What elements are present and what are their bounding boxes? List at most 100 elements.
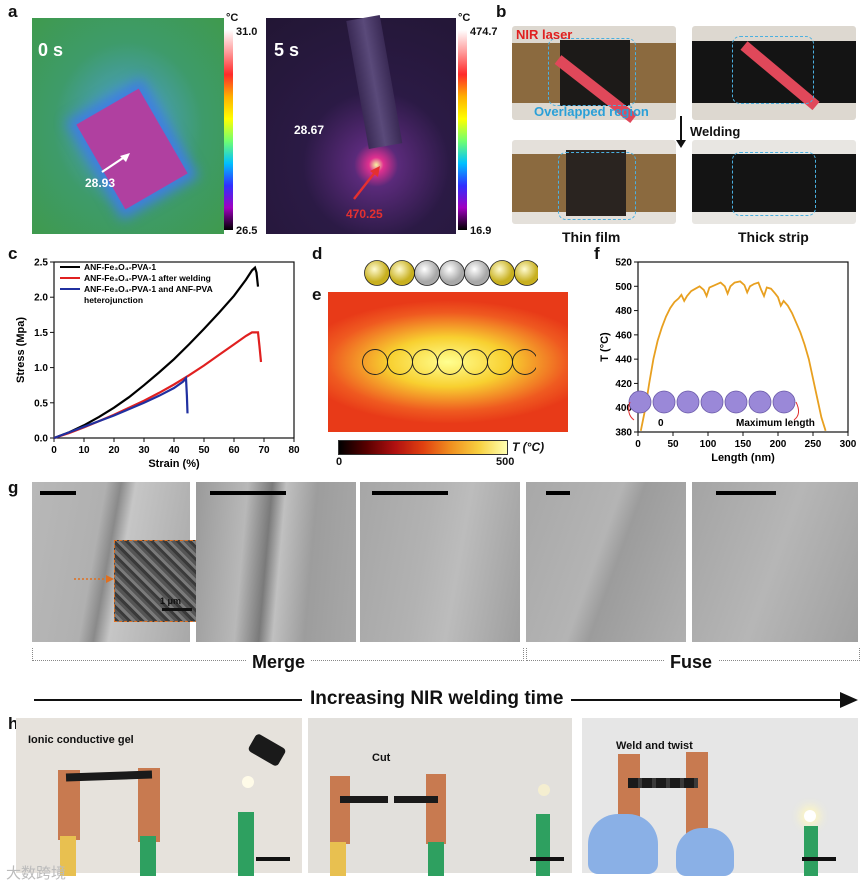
temperature-profile-chart: 0 50 100 150 200 250 3003804004204404604805005… (599, 258, 857, 465)
x-tick-label: 200 (770, 439, 787, 450)
glove (588, 814, 658, 874)
legend-entry: ANF-Fe₃O₄-PVA-1 after welding (84, 273, 211, 283)
series-line (639, 280, 827, 432)
colorbar-min-5s: 16.9 (470, 225, 492, 237)
x-tick-label: 0 (51, 445, 57, 456)
nanoparticle (628, 390, 652, 414)
x-tick-label: 60 (228, 445, 240, 456)
x-tick-label: 20 (108, 445, 120, 456)
photo-welded-twisted-circuit (582, 718, 858, 876)
nanoparticle (676, 390, 700, 414)
arrow-icon (101, 153, 130, 173)
inset-scale-bar (162, 608, 192, 611)
scale-bar-h1 (256, 857, 290, 861)
led-indicator (242, 776, 254, 788)
sem-image-3 (360, 482, 520, 642)
legend-entry: ANF-Fe₃O₄-PVA-1 (84, 262, 156, 272)
panel-label-b: b (496, 2, 507, 21)
nanoparticle (748, 390, 772, 414)
photo-thick-strip-before (692, 26, 856, 120)
ionic-gel-label: Ionic conductive gel (28, 734, 134, 746)
temperature-field-map (328, 292, 568, 432)
scale-bar-5 (716, 491, 776, 495)
x-tick-label: 70 (258, 445, 270, 456)
nanoparticle (724, 390, 748, 414)
x-tick-label: 50 (667, 439, 679, 450)
bracket-start (628, 401, 635, 421)
photo-thin-film-before (512, 26, 676, 123)
stress-strain-chart: 0 10 20 30 40 50 60 70 80 0.0 0.5 1.0 1.5 2.0 2.5 Strai… (15, 258, 300, 471)
merge-label: Merge (246, 652, 312, 673)
led-indicator (538, 784, 550, 796)
x-tick-label: 10 (78, 445, 90, 456)
legend-entry: heterojunction (84, 295, 143, 305)
panel-label-f: f (594, 244, 600, 263)
x-axis-label: Strain (%) (148, 458, 200, 470)
watermark: 大数跨境 (6, 865, 67, 882)
weld-twist-label: Weld and twist (616, 740, 693, 752)
y-tick-label: 1.5 (34, 328, 48, 339)
glove (676, 828, 734, 876)
panel-label-c: c (8, 244, 18, 263)
y-tick-label: 460 (615, 330, 632, 341)
inset-scale-label: 1 μm (160, 596, 182, 606)
bracket-end (793, 401, 800, 421)
scale-bar-h3 (802, 857, 836, 861)
scale-bar-2 (210, 491, 286, 495)
nanoparticle (652, 390, 676, 414)
legend-entry: ANF-Fe₃O₄-PVA-1 and ANF-PVA (84, 284, 213, 294)
x-tick-label: 50 (198, 445, 210, 456)
nanoparticle (772, 390, 796, 414)
increasing-time-label: Increasing NIR welding time (302, 688, 572, 710)
series-line (53, 375, 189, 440)
colorbar-max-5s: 474.7 (470, 26, 498, 38)
scale-bar-4 (546, 491, 570, 495)
temp-reading-0s: 28.93 (85, 176, 116, 190)
sem-image-5 (692, 482, 858, 642)
y-tick-label: 400 (615, 403, 632, 414)
colorbar-5s (458, 30, 467, 230)
photo-thin-film-after (512, 140, 676, 224)
y-axis-label: T (°C) (599, 332, 611, 362)
particle-chain-diagram (364, 260, 538, 286)
sem-image-4 (526, 482, 686, 642)
colorbar-unit-0s: °C (226, 12, 239, 24)
y-tick-label: 440 (615, 355, 632, 366)
field-cbar-max: 500 (496, 456, 515, 468)
dotted-arrow-icon (74, 575, 114, 583)
x-tick-label: 300 (840, 439, 857, 450)
twisted-gel (628, 778, 698, 788)
thick-strip-label: Thick strip (738, 229, 809, 245)
photo-cut-circuit (308, 718, 572, 876)
led-indicator-lit (804, 810, 816, 822)
y-tick-label: 1.0 (34, 363, 48, 374)
right-arrow-icon (840, 692, 858, 708)
field-cbar-min: 0 (336, 456, 343, 468)
laser-probe (346, 15, 403, 149)
x-axis-label: Length (nm) (711, 452, 775, 464)
x-tick-label: 100 (700, 439, 717, 450)
x-tick-label: 250 (805, 439, 822, 450)
y-tick-label: 2.5 (34, 258, 48, 269)
y-tick-label: 380 (615, 428, 632, 439)
series-line (53, 265, 260, 440)
arrow-icon (353, 166, 380, 200)
inset-end-label: Maximum length (736, 418, 815, 429)
temp-reading-5s-hot: 470.25 (346, 207, 383, 221)
x-tick-label: 40 (168, 445, 180, 456)
scale-bar-h2 (530, 857, 564, 861)
time-label-5s: 5 s (274, 40, 300, 60)
y-tick-label: 420 (615, 379, 632, 390)
panel-label-g: g (8, 478, 19, 497)
colorbar-min-0s: 26.5 (236, 225, 258, 237)
thermal-image-0s (32, 18, 224, 234)
photo-intact-circuit (16, 718, 302, 876)
nanoparticle (700, 390, 724, 414)
colorbar-0s (224, 30, 233, 230)
nir-laser-label: NIR laser (516, 27, 573, 42)
sem-image-1: 1 μm (32, 482, 198, 642)
x-tick-label: 0 (635, 439, 641, 450)
y-tick-label: 2.0 (34, 293, 48, 304)
time-label-0s: 0 s (38, 40, 64, 60)
panel-label-h: h (8, 714, 19, 733)
